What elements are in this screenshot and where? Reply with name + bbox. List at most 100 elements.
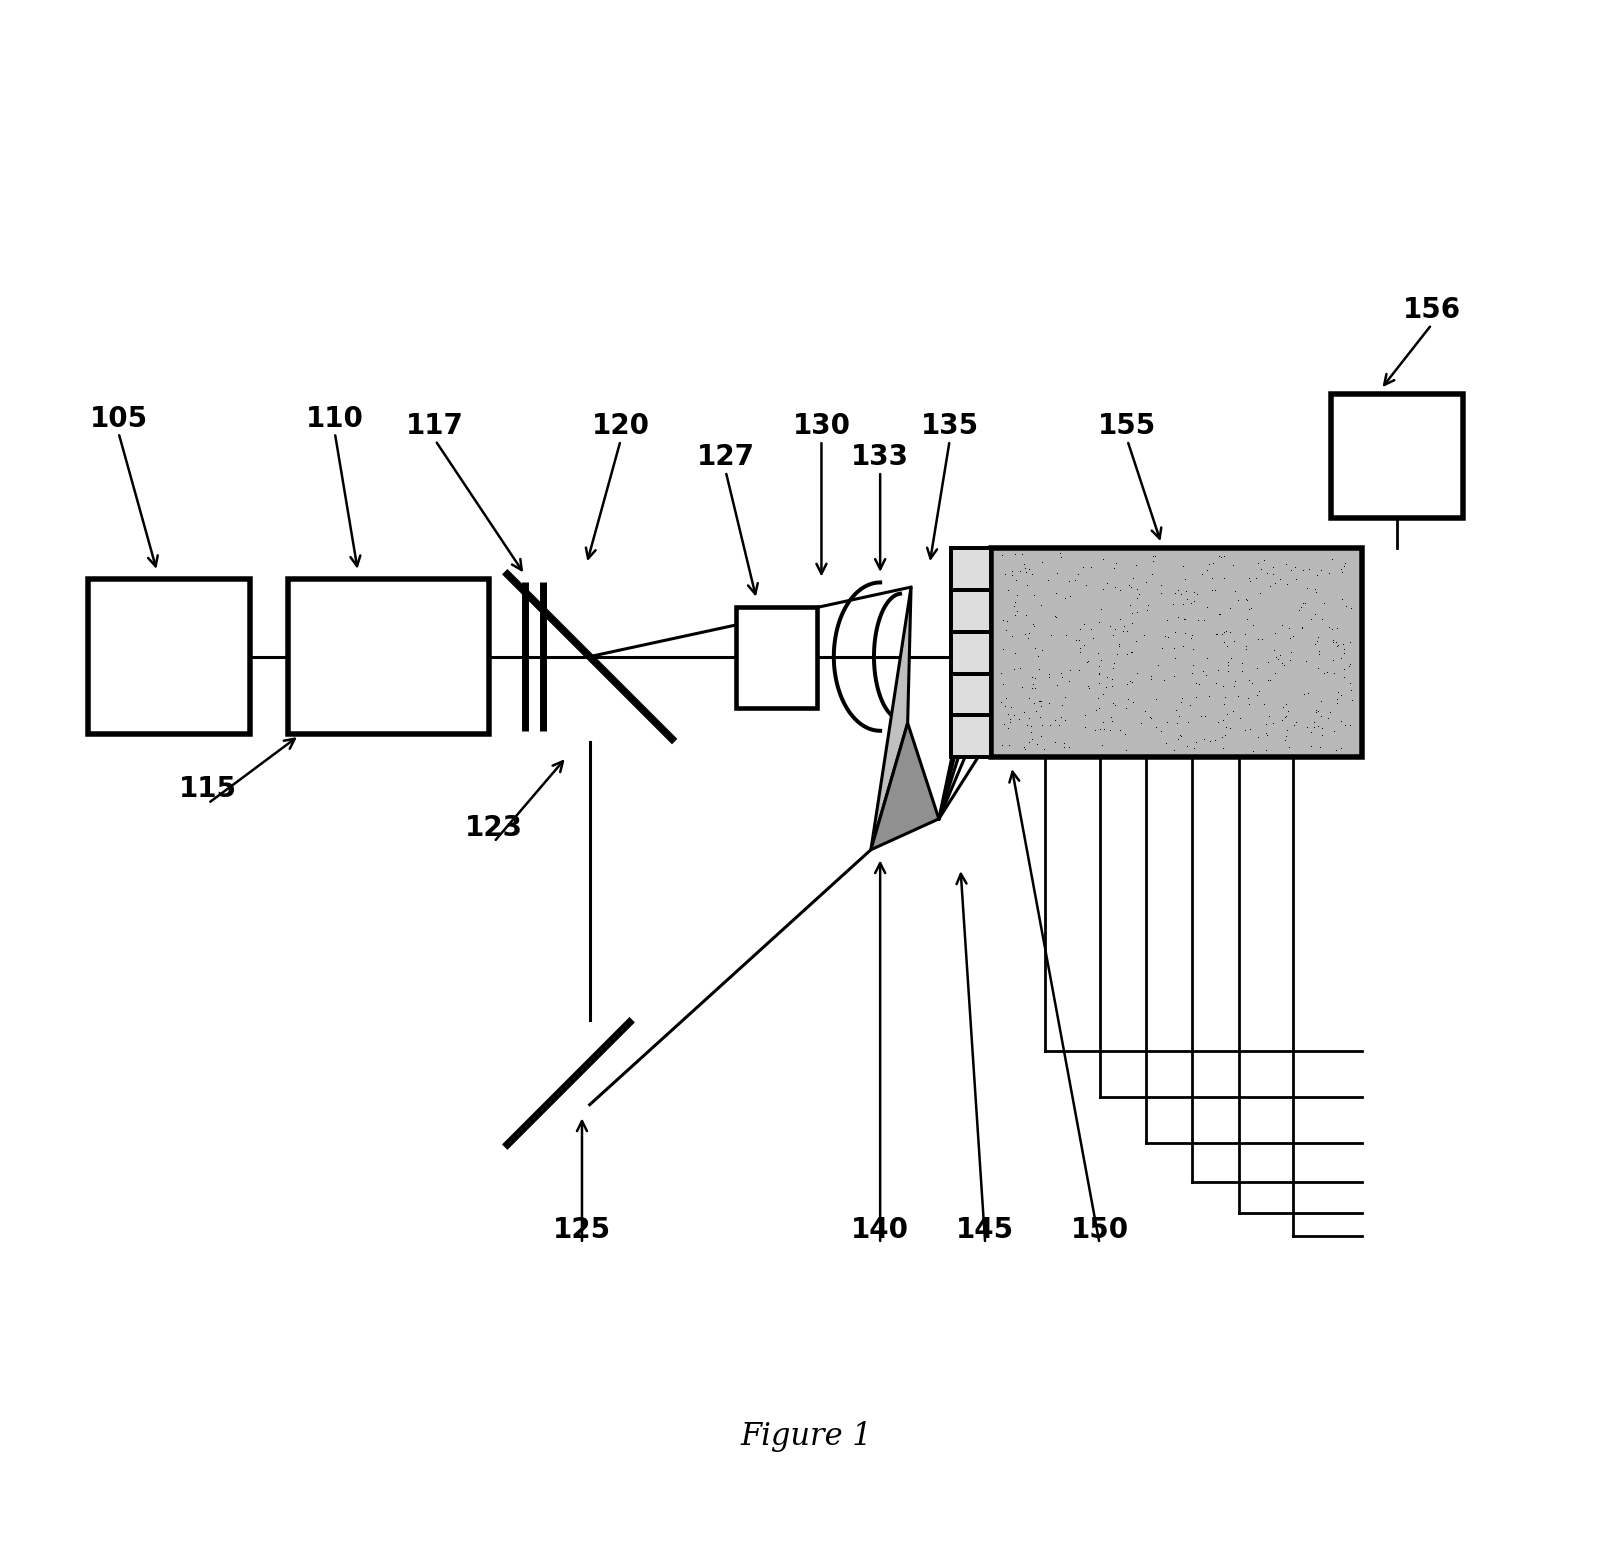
Point xyxy=(1124,661,1149,686)
Point xyxy=(1249,626,1275,650)
Point xyxy=(1319,547,1344,572)
Text: 145: 145 xyxy=(956,1216,1014,1244)
Point xyxy=(1090,681,1116,706)
Point xyxy=(990,637,1016,661)
Point xyxy=(1140,548,1165,573)
Point xyxy=(1311,661,1336,686)
Point xyxy=(1222,669,1248,694)
Point xyxy=(1211,692,1236,717)
Point xyxy=(993,686,1019,711)
Point xyxy=(1211,565,1236,590)
Point xyxy=(1138,561,1164,586)
Point xyxy=(1143,544,1169,569)
Point xyxy=(1290,558,1315,582)
Point xyxy=(1006,655,1032,680)
Point xyxy=(1135,593,1161,618)
Point xyxy=(1101,691,1127,715)
Point xyxy=(1265,647,1291,672)
Point xyxy=(1332,712,1357,737)
Point xyxy=(1086,610,1112,635)
Point xyxy=(1048,705,1074,729)
Point xyxy=(1243,565,1269,590)
Point xyxy=(1161,664,1186,689)
Point xyxy=(1172,607,1198,632)
Point xyxy=(1012,559,1038,584)
Point xyxy=(1220,553,1246,578)
Point xyxy=(1011,700,1037,725)
Point xyxy=(1336,654,1362,678)
Point xyxy=(1066,562,1091,587)
Point xyxy=(1167,689,1193,714)
Point xyxy=(1012,737,1038,762)
Point xyxy=(1114,643,1140,667)
Point xyxy=(1323,629,1349,654)
Point xyxy=(1075,649,1101,674)
Point xyxy=(1262,570,1288,595)
Point xyxy=(1325,680,1351,705)
Point xyxy=(1153,731,1178,756)
Point xyxy=(1099,666,1125,691)
Point xyxy=(1254,667,1280,692)
Point xyxy=(991,712,1017,737)
Point xyxy=(1228,658,1254,683)
Point xyxy=(1028,723,1054,748)
Point xyxy=(1288,615,1314,640)
Point xyxy=(1136,705,1162,729)
Point xyxy=(1096,613,1122,638)
Point xyxy=(1107,607,1133,632)
Point xyxy=(1203,621,1228,646)
Point xyxy=(1016,621,1041,646)
Point xyxy=(1104,641,1130,666)
Point xyxy=(1112,695,1138,720)
Point xyxy=(1083,717,1109,742)
Point xyxy=(1041,708,1067,732)
Point xyxy=(1323,633,1349,658)
Point xyxy=(1325,633,1351,658)
Point xyxy=(991,694,1017,718)
Point xyxy=(1174,734,1199,759)
Point xyxy=(1248,556,1273,581)
Point xyxy=(1025,643,1051,667)
Point xyxy=(1332,657,1357,681)
Point xyxy=(1070,555,1096,579)
Point xyxy=(1172,565,1198,590)
Point xyxy=(1103,552,1128,576)
Point xyxy=(1273,692,1299,717)
Point xyxy=(1269,612,1294,637)
Point xyxy=(1222,579,1248,604)
Point xyxy=(1302,697,1328,722)
Point xyxy=(1291,590,1317,615)
Point xyxy=(1049,692,1075,717)
Point xyxy=(1020,582,1046,607)
Point xyxy=(1119,601,1145,626)
Point xyxy=(1212,723,1238,748)
Point xyxy=(1330,632,1356,657)
Point xyxy=(1233,589,1259,613)
Point xyxy=(990,607,1016,632)
Point xyxy=(1270,694,1296,718)
Point xyxy=(1090,711,1116,735)
Point xyxy=(1338,596,1364,621)
Point xyxy=(991,561,1017,586)
Text: 130: 130 xyxy=(793,413,851,440)
Point xyxy=(988,732,1014,757)
Point xyxy=(1333,550,1359,575)
Point xyxy=(1091,576,1117,601)
Text: 105: 105 xyxy=(89,405,148,433)
Point xyxy=(1236,596,1262,621)
Point xyxy=(1246,725,1272,749)
Point xyxy=(1090,547,1116,572)
Point xyxy=(1182,589,1207,613)
Point xyxy=(1143,686,1169,711)
Point xyxy=(1125,578,1151,603)
Point xyxy=(1220,629,1246,654)
Point xyxy=(1074,572,1099,596)
Point xyxy=(1217,596,1243,621)
Point xyxy=(1193,558,1219,582)
Point xyxy=(1120,691,1146,715)
Point xyxy=(1330,587,1356,612)
Point xyxy=(1020,671,1046,695)
Point xyxy=(1280,712,1306,737)
Point xyxy=(1309,723,1335,748)
Point xyxy=(1148,581,1174,606)
